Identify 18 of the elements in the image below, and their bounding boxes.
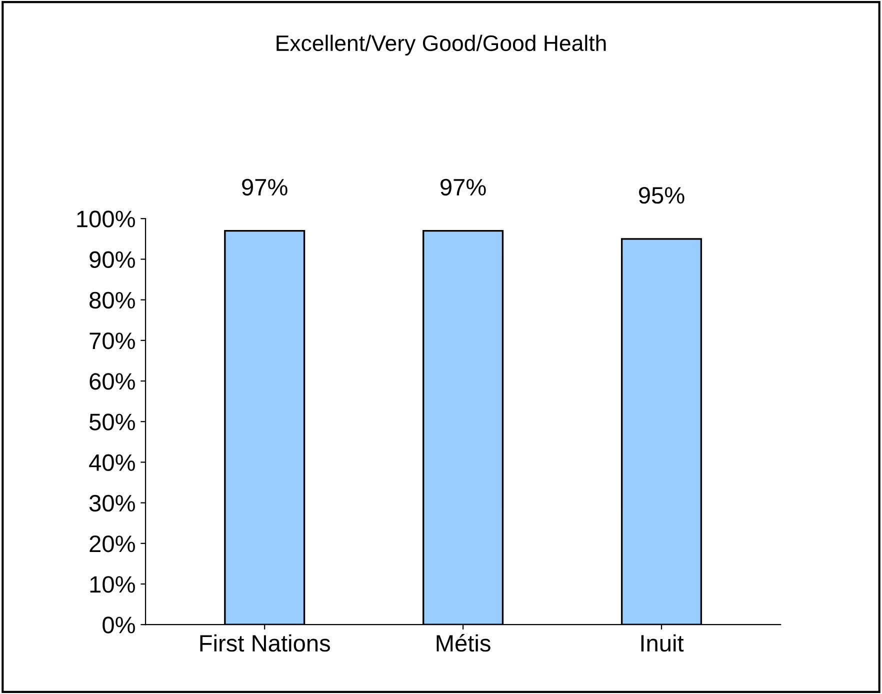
y-tick-label: 0% xyxy=(102,616,135,634)
chart-title: Excellent/Very Good/Good Health xyxy=(276,34,606,56)
y-tick-label: 30% xyxy=(89,494,135,512)
y-tick-label: 10% xyxy=(90,576,135,593)
y-tick-label: 50% xyxy=(89,414,135,430)
y-tick-label: 90% xyxy=(90,251,135,268)
x-tick-label: First Nations xyxy=(200,634,330,652)
data-label: 97% xyxy=(242,178,288,196)
y-tick-label: 20% xyxy=(90,535,135,552)
y-tick-label: 70% xyxy=(90,332,135,350)
x-tick-label: Métis xyxy=(436,634,490,652)
y-tick-label: 60% xyxy=(90,373,135,390)
data-label: 95% xyxy=(638,186,684,204)
y-tick-label: 80% xyxy=(90,292,135,309)
y-tick-label: 40% xyxy=(89,454,135,471)
x-tick-label: Inuit xyxy=(641,634,684,652)
data-label: 97% xyxy=(440,178,486,196)
y-tick-label: 100% xyxy=(77,210,135,228)
